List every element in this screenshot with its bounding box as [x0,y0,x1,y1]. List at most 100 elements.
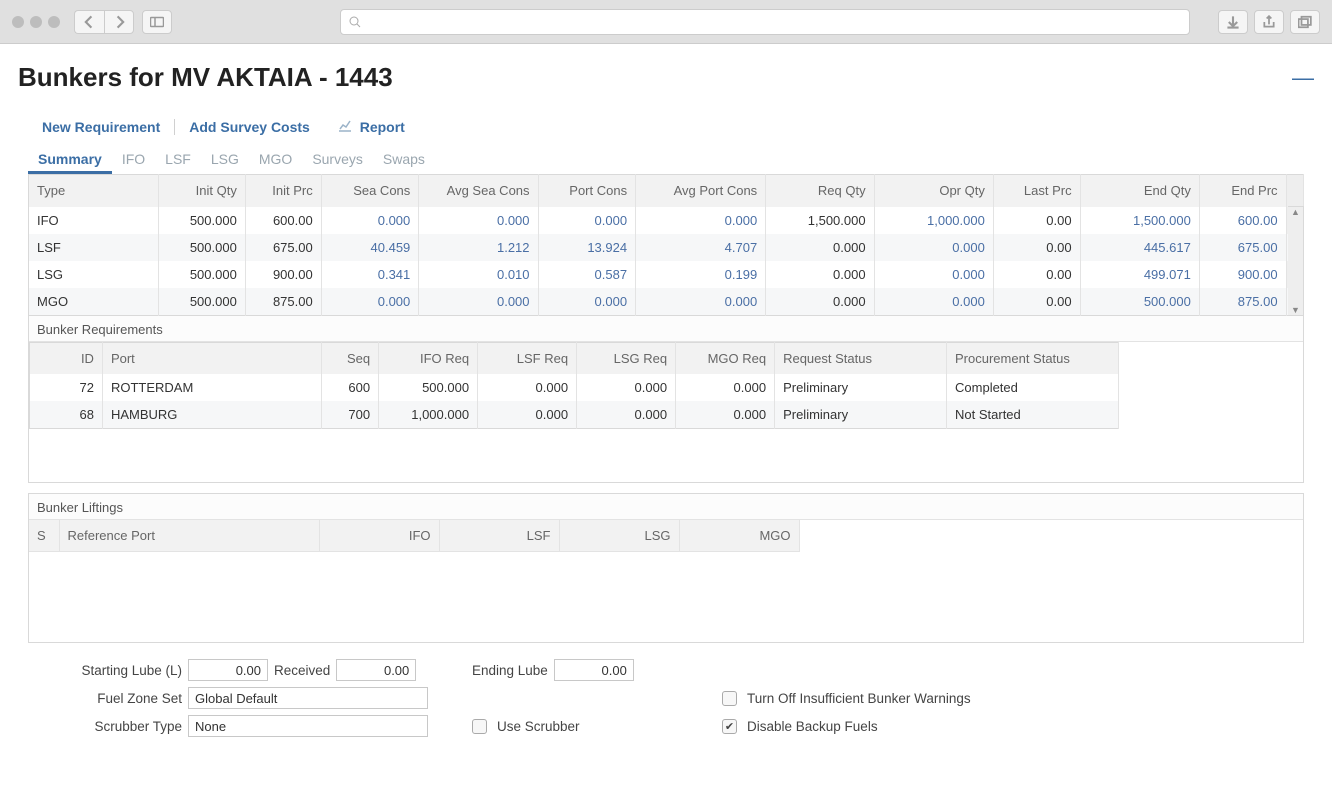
cell: 40.459 [321,234,419,261]
table-row[interactable]: MGO500.000875.000.0000.0000.0000.0000.00… [29,288,1304,316]
cell: 499.071 [1080,261,1199,288]
col-header[interactable]: Port Cons [538,175,636,207]
traffic-min[interactable] [30,16,42,28]
cell: 68 [30,401,103,429]
cell: Completed [947,374,1119,401]
cell: 600.00 [1199,207,1286,234]
cell: 0.587 [538,261,636,288]
cell: Not Started [947,401,1119,429]
tab-mgo[interactable]: MGO [249,147,302,174]
add-survey-costs-link[interactable]: Add Survey Costs [175,113,324,141]
traffic-lights [12,16,60,28]
window-chrome [0,0,1332,44]
col-header[interactable]: End Prc [1199,175,1286,207]
cell: 0.000 [419,288,538,316]
traffic-close[interactable] [12,16,24,28]
scrubber-type-label: Scrubber Type [52,719,182,734]
col-header[interactable]: End Qty [1080,175,1199,207]
col-header[interactable]: ID [30,342,103,374]
download-button[interactable] [1218,10,1248,34]
cell: Preliminary [775,374,947,401]
col-header[interactable]: Opr Qty [874,175,993,207]
cell: 0.000 [874,234,993,261]
tab-ifo[interactable]: IFO [112,147,155,174]
tab-lsf[interactable]: LSF [155,147,201,174]
table-row[interactable]: 68HAMBURG7001,000.0000.0000.0000.000Prel… [30,401,1119,429]
scrubber-type-input[interactable] [188,715,428,737]
tabs-button[interactable] [1290,10,1320,34]
tab-swaps[interactable]: Swaps [373,147,435,174]
col-header[interactable]: Avg Sea Cons [419,175,538,207]
cell: 500.000 [159,261,246,288]
liftings-table: SReference PortIFOLSFLSGMGO [29,520,800,553]
new-requirement-link[interactable]: New Requirement [28,113,174,141]
table-row[interactable]: IFO500.000600.000.0000.0000.0000.0001,50… [29,207,1304,234]
cell: 900.00 [245,261,321,288]
cell: 0.000 [321,207,419,234]
col-header[interactable]: Type [29,175,159,207]
col-header[interactable]: MGO Req [676,342,775,374]
starting-lube-input[interactable] [188,659,268,681]
received-input[interactable] [336,659,416,681]
col-header[interactable]: Init Qty [159,175,246,207]
table-row[interactable]: LSF500.000675.0040.4591.21213.9244.7070.… [29,234,1304,261]
cell: 0.000 [636,288,766,316]
col-header[interactable]: Reference Port [59,520,319,552]
cell: MGO [29,288,159,316]
scroll-down-icon[interactable]: ▼ [1288,305,1303,315]
cell: 0.000 [577,401,676,429]
ending-lube-input[interactable] [554,659,634,681]
cell: 0.000 [676,401,775,429]
col-header[interactable]: Req Qty [766,175,874,207]
cell: 0.000 [538,207,636,234]
cell: 0.000 [874,288,993,316]
col-header[interactable]: Last Prc [993,175,1080,207]
cell: 600.00 [245,207,321,234]
chart-icon [338,119,356,135]
cell: 0.000 [538,288,636,316]
turn-off-warnings-checkbox[interactable] [722,691,737,706]
col-header[interactable]: LSG Req [577,342,676,374]
col-header[interactable]: MGO [679,520,799,552]
col-header[interactable]: LSF [439,520,559,552]
cell: 900.00 [1199,261,1286,288]
cell: Preliminary [775,401,947,429]
traffic-max[interactable] [48,16,60,28]
back-button[interactable] [74,10,104,34]
col-header[interactable]: Seq [321,342,378,374]
col-header[interactable]: IFO [319,520,439,552]
tab-summary[interactable]: Summary [28,147,112,174]
sidebar-toggle-button[interactable] [142,10,172,34]
forward-button[interactable] [104,10,134,34]
disable-backup-checkbox[interactable] [722,719,737,734]
scroll-up-icon[interactable]: ▲ [1288,207,1303,217]
tab-surveys[interactable]: Surveys [302,147,373,174]
report-link[interactable]: Report [324,113,419,141]
table-row[interactable]: 72ROTTERDAM600500.0000.0000.0000.000Prel… [30,374,1119,401]
table-row[interactable]: LSG500.000900.000.3410.0100.5870.1990.00… [29,261,1304,288]
address-bar[interactable] [340,9,1190,35]
cell: 500.000 [1080,288,1199,316]
cell: 600 [321,374,378,401]
col-header[interactable]: LSG [559,520,679,552]
tab-lsg[interactable]: LSG [201,147,249,174]
col-header[interactable]: Procurement Status [947,342,1119,374]
share-button[interactable] [1254,10,1284,34]
col-header[interactable]: Avg Port Cons [636,175,766,207]
collapse-icon[interactable]: — [1292,65,1314,91]
cell: 0.000 [577,374,676,401]
cell: 0.000 [874,261,993,288]
cell: LSG [29,261,159,288]
cell: 1,000.000 [874,207,993,234]
cell: 13.924 [538,234,636,261]
col-header[interactable]: Init Prc [245,175,321,207]
fuel-zone-input[interactable] [188,687,428,709]
col-header[interactable]: Request Status [775,342,947,374]
col-header[interactable]: Port [102,342,321,374]
col-header[interactable]: LSF Req [478,342,577,374]
col-header[interactable]: S [29,520,59,552]
fuel-zone-label: Fuel Zone Set [52,691,182,706]
col-header[interactable]: IFO Req [379,342,478,374]
col-header[interactable]: Sea Cons [321,175,419,207]
use-scrubber-checkbox[interactable] [472,719,487,734]
